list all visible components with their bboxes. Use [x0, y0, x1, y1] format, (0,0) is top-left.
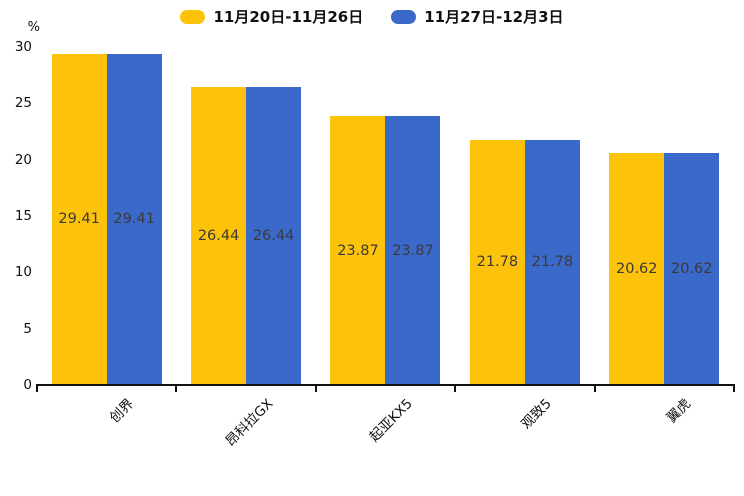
- y-axis-tick-labels: 0 5 10 15 20 25 30: [0, 39, 32, 393]
- bar-group-2: 26.44 26.44 昂科拉GX: [176, 47, 315, 450]
- y-axis-unit-label: %: [27, 20, 40, 35]
- bar-series-1: 21.78: [469, 139, 525, 385]
- bar-series-1: 29.41: [51, 53, 107, 385]
- plot-area: 29.41 29.41 创界 26.44 26.44 昂科拉GX 23.87 23.87 起亚K…: [37, 47, 734, 450]
- x-category-label: 创界: [106, 395, 137, 427]
- bar-value-label: 26.44: [197, 228, 240, 245]
- legend-item-series-1: 11月20日-11月26日: [180, 6, 363, 27]
- x-category-label: 昂科拉GX: [222, 395, 277, 450]
- x-category-label: 翼虎: [664, 395, 695, 427]
- bar-series-2: 21.78: [524, 139, 580, 385]
- bar-series-2: 23.87: [385, 116, 441, 385]
- legend-swatch-icon: [180, 9, 206, 24]
- x-category-label: 观致5: [518, 395, 556, 433]
- bar-value-label: 29.41: [58, 211, 100, 228]
- bar-group-4: 21.78 21.78 观致5: [455, 47, 594, 432]
- x-axis-tick-mark: [454, 386, 457, 392]
- x-axis-tick-mark: [314, 386, 317, 392]
- bar-series-2: 26.44: [246, 87, 302, 385]
- bar-value-label: 23.87: [392, 242, 434, 259]
- x-category-label: 起亚KX5: [366, 395, 416, 446]
- y-tick-label: 0: [23, 377, 32, 393]
- bar-series-2: 29.41: [106, 53, 162, 385]
- x-axis-line: [36, 384, 735, 386]
- y-tick-label: 25: [14, 95, 32, 112]
- bar-series-1: 23.87: [330, 116, 386, 385]
- bar-series-2: 20.62: [664, 152, 720, 385]
- bar-series-1: 20.62: [609, 152, 665, 385]
- x-axis-tick-mark: [36, 386, 38, 392]
- x-axis-tick-mark: [733, 386, 735, 392]
- bar-value-label: 23.87: [337, 242, 379, 259]
- x-axis-ticks: [36, 386, 735, 394]
- legend-item-series-2: 11月27日-12月3日: [391, 6, 564, 27]
- bar-value-label: 29.41: [113, 211, 155, 228]
- y-tick-label: 10: [14, 264, 32, 281]
- y-tick-label: 30: [14, 39, 32, 55]
- legend-label: 11月27日-12月3日: [424, 8, 564, 26]
- bar-value-label: 26.44: [252, 228, 295, 245]
- bar-value-label: 20.62: [670, 260, 713, 277]
- y-tick-label: 20: [14, 151, 32, 168]
- bar-group-5: 20.62 20.62 翼虎: [595, 47, 734, 426]
- bar-value-label: 21.78: [531, 254, 574, 271]
- legend-label: 11月20日-11月26日: [213, 8, 364, 26]
- bar-value-label: 20.62: [615, 260, 658, 277]
- legend-swatch-icon: [391, 9, 417, 24]
- bar-value-label: 21.78: [476, 254, 519, 271]
- bar-group-1: 29.41 29.41 创界: [37, 47, 176, 426]
- bar-group-3: 23.87 23.87 起亚KX5: [316, 47, 455, 445]
- x-axis-tick-mark: [593, 386, 596, 392]
- y-tick-label: 15: [14, 208, 32, 224]
- y-tick-label: 5: [23, 320, 32, 337]
- x-axis-tick-mark: [175, 386, 178, 392]
- legend: 11月20日-11月26日 11月27日-12月3日: [0, 6, 744, 27]
- bar-series-1: 26.44: [191, 87, 247, 385]
